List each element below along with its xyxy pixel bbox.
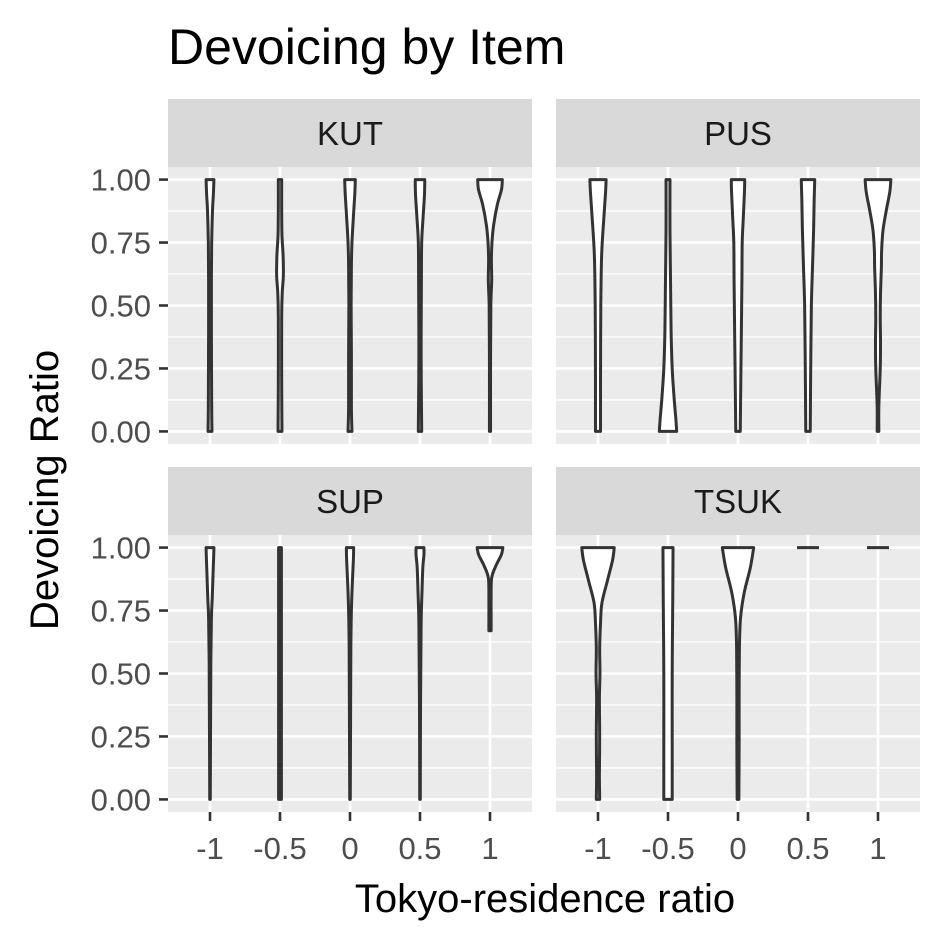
violin-kut-0 [204,178,216,433]
facet-panels: KUT0.000.250.500.751.00PUSSUP0.000.250.5… [91,99,920,866]
x-tick-label: 1 [869,831,886,866]
x-tick-label: -1 [584,831,612,866]
facet-panel-tsuk: TSUK -1 -0.5 0 0.5 1 [556,467,920,866]
y-tick-label: 1.00 [91,163,151,198]
facet-strip [168,467,532,535]
facet-strip-label: TSUK [694,483,782,520]
violin-tsuk-0 [580,546,616,801]
facet-strip-label: KUT [317,115,383,152]
facet-panel-sup: SUP 0.00 0.25 0.50 0.75 1.00 -1 -0.5 0 0.5 1 [91,467,532,866]
x-tick-label: 0.5 [786,831,829,866]
violin-sup-0 [204,546,216,801]
violin-kut-3 [413,178,427,433]
y-tick-label: 0.50 [91,657,151,692]
y-tick-label: 0.25 [91,719,151,754]
violin-sup-2 [344,546,356,801]
violin-sup-4 [475,546,505,633]
x-tick-label: -1 [196,831,224,866]
violin-sup-1 [277,546,283,801]
facet-strip [168,99,532,167]
violin-pus-1 [657,178,679,433]
violin-tsuk-2 [720,546,756,801]
violin-kut-1 [275,178,285,433]
violin-pus-3 [799,178,817,433]
violin-pus-0 [588,178,608,433]
violin-kut-2 [343,178,357,433]
y-tick-label: 0.25 [91,351,151,386]
y-tick-label: 0.00 [91,782,151,817]
x-tick-label: -0.5 [641,831,694,866]
violin-pus-4 [863,178,893,433]
y-axis-title: Devoicing Ratio [23,350,67,630]
facet-panel-pus: PUS [556,99,920,444]
y-tick-label: 0.75 [91,226,151,261]
violin-tsuk-1 [661,546,675,801]
x-axis-title: Tokyo-residence ratio [355,877,735,921]
y-tick-label: 0.75 [91,594,151,629]
violin-kut-4 [476,178,504,433]
facet-strip-label: PUS [704,115,772,152]
x-tick-label: 1 [481,831,498,866]
y-tick-label: 0.50 [91,289,151,324]
facet-panel-kut: KUT 0.00 0.25 0.50 0.75 1.00 [91,99,532,449]
facet-strip-label: SUP [316,483,384,520]
facet-strip [556,99,920,167]
y-tick-label: 0.00 [91,414,151,449]
y-tick-label: 1.00 [91,531,151,566]
x-tick-label: 0 [341,831,358,866]
x-tick-label: -0.5 [253,831,306,866]
x-tick-label: 0 [729,831,746,866]
chart-title: Devoicing by Item [168,19,565,75]
x-tick-label: 0.5 [398,831,441,866]
violin-sup-3 [414,546,426,801]
facet-strip [556,467,920,535]
violin-pus-2 [729,178,747,433]
